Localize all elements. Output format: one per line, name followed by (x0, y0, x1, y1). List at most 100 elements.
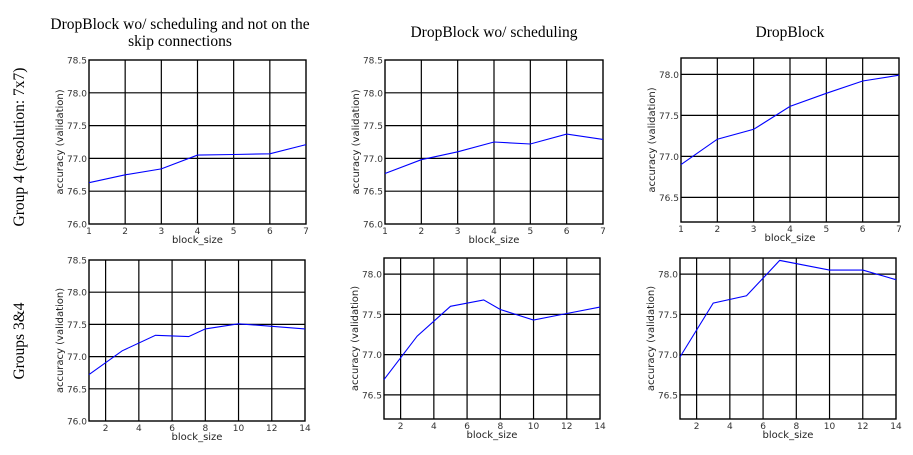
y-tick-label: 77.0 (362, 351, 382, 361)
y-tick-label: 76.5 (67, 385, 87, 395)
x-tick-label: 6 (760, 422, 766, 432)
column-title-2: DropBlock wo/ scheduling (364, 24, 624, 41)
x-tick-label: 10 (824, 422, 836, 432)
y-tick-label: 78.0 (659, 71, 679, 81)
x-tick-label: 6 (464, 422, 470, 432)
x-axis-label: block_size (172, 235, 223, 246)
accuracy-line (680, 74, 900, 166)
y-tick-label: 77.0 (363, 155, 383, 165)
y-tick-label: 76.0 (363, 221, 383, 231)
y-tick-label: 77.0 (659, 153, 679, 163)
x-tick-label: 5 (823, 225, 829, 235)
y-tick-label: 76.5 (362, 391, 382, 401)
accuracy-line (679, 259, 897, 358)
x-tick-label: 1 (382, 227, 388, 237)
plot-frame (383, 257, 601, 420)
y-axis-label: accuracy (validation) (350, 286, 361, 391)
x-tick-label: 6 (860, 225, 866, 235)
x-tick-label: 6 (169, 424, 175, 434)
x-tick-label: 1 (678, 225, 684, 235)
x-tick-label: 1 (86, 227, 92, 237)
chart-panel-1: 76.0 76.5 77.0 77.5 78.0 78.5 1 2 3 4 5 6 7 block_siz… (55, 57, 309, 247)
x-tick-label: 14 (299, 424, 311, 434)
accuracy-line (383, 299, 601, 380)
x-tick-label: 4 (136, 424, 142, 434)
y-tick-label: 76.5 (363, 188, 383, 198)
column-title-1-line-2: skip connections (128, 33, 232, 50)
x-tick-label: 4 (787, 225, 793, 235)
x-tick-label: 3 (751, 225, 757, 235)
x-tick-label: 3 (158, 227, 164, 237)
x-tick-label: 5 (527, 227, 533, 237)
y-axis-label: accuracy (validation) (351, 89, 362, 194)
column-title-1-line-1: DropBlock wo/ scheduling and not on the (50, 16, 310, 33)
x-axis-label: block_size (765, 233, 816, 244)
x-tick-label: 7 (600, 227, 606, 237)
x-tick-label: 2 (418, 227, 424, 237)
y-tick-label: 76.5 (67, 188, 87, 198)
x-axis-label: block_size (467, 430, 518, 441)
plot-frame (384, 59, 604, 225)
column-title-2-line-1: DropBlock wo/ scheduling (410, 24, 578, 41)
y-tick-label: 77.5 (659, 112, 679, 122)
y-tick-label: 77.5 (362, 311, 382, 321)
x-tick-label: 12 (561, 422, 572, 432)
y-tick-label: 78.0 (67, 289, 87, 299)
plot-frame (680, 57, 900, 223)
x-tick-label: 12 (266, 424, 277, 434)
chart-panel-2: 76.0 76.5 77.0 77.5 78.0 78.5 1 2 3 4 5 6 7 block_siz… (351, 57, 606, 247)
x-tick-label: 5 (231, 227, 237, 237)
x-tick-label: 4 (431, 422, 437, 432)
x-tick-label: 6 (564, 227, 570, 237)
y-axis-label: accuracy (validation) (646, 286, 657, 391)
y-tick-label: 78.0 (658, 271, 678, 281)
x-tick-label: 2 (122, 227, 128, 237)
x-tick-label: 8 (793, 422, 799, 432)
x-tick-label: 10 (528, 422, 540, 432)
x-tick-label: 10 (233, 424, 245, 434)
column-title-1: DropBlock wo/ scheduling and not on the … (40, 16, 320, 50)
y-tick-label: 77.0 (67, 155, 87, 165)
y-axis-label: accuracy (validation) (55, 89, 66, 194)
chart-panel-4: 76.0 76.5 77.0 77.5 78.0 78.5 2 4 6 8 10 12 14 block_… (55, 257, 311, 444)
x-tick-label: 14 (890, 422, 902, 432)
x-tick-label: 3 (455, 227, 461, 237)
x-tick-label: 2 (398, 422, 404, 432)
accuracy-line (384, 133, 604, 175)
y-tick-label: 77.0 (67, 353, 87, 363)
x-tick-label: 4 (727, 422, 733, 432)
y-tick-label: 78.5 (363, 57, 383, 67)
x-tick-label: 8 (202, 424, 208, 434)
y-tick-label: 78.5 (67, 257, 87, 267)
x-axis-label: block_size (172, 432, 223, 443)
x-tick-label: 2 (714, 225, 720, 235)
y-tick-label: 76.0 (67, 221, 87, 231)
y-axis-label: accuracy (validation) (647, 87, 658, 192)
x-axis-label: block_size (763, 430, 814, 441)
y-tick-label: 77.5 (658, 311, 678, 321)
y-tick-label: 78.0 (67, 89, 87, 99)
x-tick-label: 12 (857, 422, 868, 432)
x-tick-label: 2 (694, 422, 700, 432)
accuracy-line (88, 323, 306, 376)
plot-frame (88, 259, 306, 422)
column-title-3-line-1: DropBlock (755, 24, 825, 41)
chart-panel-3: 76.5 77.0 77.5 78.0 1 2 3 4 5 6 7 block_size accurac… (647, 57, 902, 244)
x-tick-label: 2 (103, 424, 109, 434)
x-tick-label: 4 (195, 227, 201, 237)
y-tick-label: 76.5 (658, 391, 678, 401)
plot-frame (679, 257, 897, 420)
y-tick-label: 77.5 (363, 122, 383, 132)
y-tick-label: 76.0 (67, 418, 87, 428)
plot-frame (88, 59, 307, 225)
x-tick-label: 8 (497, 422, 503, 432)
x-axis-label: block_size (469, 235, 520, 246)
x-tick-label: 14 (594, 422, 606, 432)
y-tick-label: 78.0 (363, 89, 383, 99)
y-tick-label: 78.0 (362, 271, 382, 281)
column-title-3: DropBlock (690, 24, 890, 41)
x-tick-label: 6 (267, 227, 273, 237)
chart-panel-6: 76.5 77.0 77.5 78.0 2 4 6 8 10 12 14 block_size accu… (646, 257, 902, 441)
